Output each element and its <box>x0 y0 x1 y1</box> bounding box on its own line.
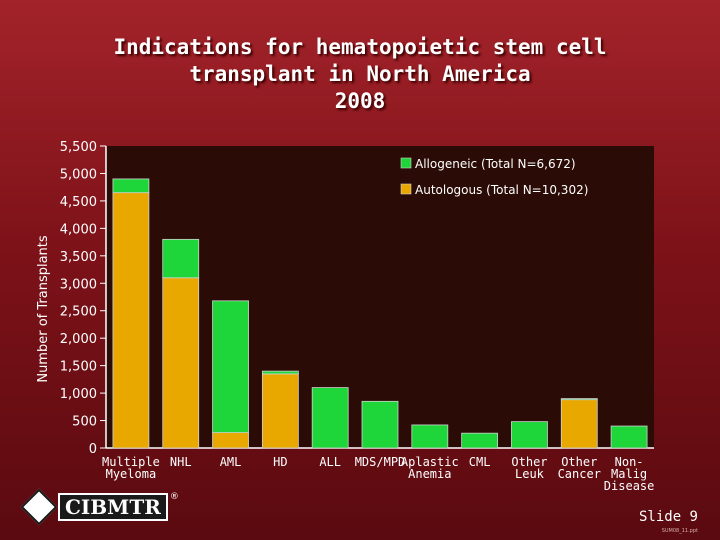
bar-allogeneic-9 <box>560 398 598 401</box>
bar-allogeneic-10 <box>610 425 648 449</box>
legend-swatch <box>400 157 412 169</box>
y-tick-label: 500 <box>72 415 97 430</box>
bar-allogeneic-5 <box>361 400 399 449</box>
bar-allogeneic-3 <box>261 370 299 375</box>
x-tick-label: ALL <box>319 455 341 469</box>
x-tick-label: CML <box>469 455 491 469</box>
bar-allogeneic-2 <box>212 300 249 434</box>
x-tick-label: Other Leuk <box>511 455 547 481</box>
x-tick-label: AML <box>220 455 242 469</box>
x-tick-label: MDS/MPD <box>355 455 406 469</box>
y-tick-label: 1,000 <box>60 387 97 402</box>
y-tick-label: 3,500 <box>60 250 97 265</box>
bar-allogeneic-8 <box>511 421 548 449</box>
y-tick-label: 0 <box>89 442 97 457</box>
y-tick-label: 4,000 <box>60 222 97 237</box>
x-tick-label: Multiple Myeloma <box>102 455 160 481</box>
logo-diamond-icon <box>20 488 58 526</box>
slide-reference: SUM08_11.ppt <box>661 528 698 534</box>
y-tick-label: 1,500 <box>60 360 97 375</box>
bar-allogeneic-6 <box>411 424 449 449</box>
bar-allogeneic-1 <box>162 238 200 279</box>
bar-autologous-1 <box>162 277 200 449</box>
chart-title: Indications for hematopoietic stem cell … <box>0 34 720 115</box>
bar-allogeneic-4 <box>311 387 349 449</box>
x-tick-label: NHL <box>170 455 192 469</box>
bar-allogeneic-7 <box>461 432 499 449</box>
legend-label: Autologous (Total N=10,302) <box>415 183 588 197</box>
chart-title-line-2: transplant in North America <box>189 62 531 86</box>
y-tick-label: 5,000 <box>60 167 97 182</box>
chart-title-line-3: 2008 <box>334 89 386 113</box>
x-tick-label: Non-Malig Disease <box>604 455 655 493</box>
y-tick-label: 2,500 <box>60 305 97 320</box>
x-tick-label: Other Cancer <box>558 455 601 481</box>
cibmtr-logo: CIBMTR ® <box>20 488 179 526</box>
y-tick-label: 3,000 <box>60 277 97 292</box>
bar-autologous-9 <box>560 399 598 449</box>
logo-registered-mark: ® <box>169 492 179 502</box>
legend-label: Allogeneic (Total N=6,672) <box>415 157 576 171</box>
logo-text: CIBMTR <box>58 493 168 521</box>
y-tick-label: 2,000 <box>60 332 97 347</box>
bar-autologous-3 <box>261 373 299 449</box>
y-axis-label: Number of Transplants <box>36 235 51 383</box>
bar-autologous-2 <box>212 432 249 449</box>
bar-allogeneic-0 <box>112 178 150 194</box>
chart-title-line-1: Indications for hematopoietic stem cell <box>113 35 607 59</box>
y-tick-label: 5,500 <box>60 140 97 155</box>
y-tick-label: 4,500 <box>60 195 97 210</box>
x-tick-label: Aplastic Anemia <box>401 455 459 481</box>
x-tick-label: HD <box>273 455 287 469</box>
slide-number: Slide 9 <box>638 509 698 525</box>
bar-autologous-0 <box>112 192 150 449</box>
legend-swatch <box>400 183 412 195</box>
